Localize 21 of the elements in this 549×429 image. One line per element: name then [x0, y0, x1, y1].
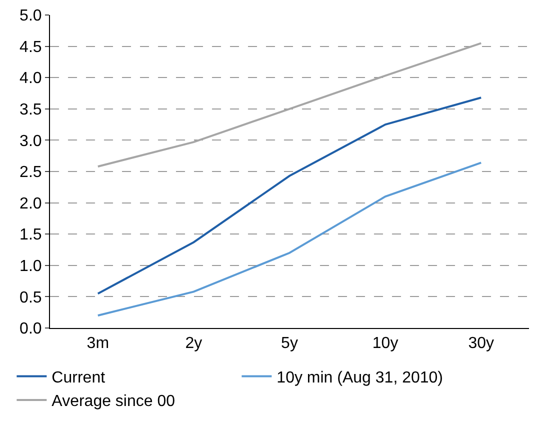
- y-tick-label: 4.0: [20, 70, 42, 88]
- y-tick-label: 5.0: [20, 8, 42, 25]
- y-tick-label: 3.0: [20, 132, 42, 150]
- line-series: [96, 162, 482, 316]
- y-tick-label: 4.5: [20, 38, 42, 56]
- y-tick-label: 1.5: [20, 226, 42, 244]
- line-series: [96, 96, 482, 295]
- y-tick-label: 1.0: [20, 258, 42, 275]
- y-tick-label: 2.0: [20, 195, 42, 212]
- x-tick-label: 2y: [185, 335, 202, 352]
- line-series: [96, 42, 482, 168]
- x-tick-label: 30y: [468, 335, 494, 352]
- legend-label: 10y min (Aug 31, 2010): [276, 369, 444, 386]
- x-tick-label: 10y: [372, 335, 398, 352]
- y-tick-label: 0.0: [20, 320, 42, 338]
- x-tick-label: 3m: [86, 335, 110, 352]
- legend-label: Current: [52, 369, 106, 386]
- y-tick-label: 2.5: [20, 164, 42, 182]
- x-tick-label: 5y: [281, 335, 298, 352]
- y-tick-label: 3.5: [20, 102, 42, 118]
- y-tick-label: 0.5: [20, 289, 42, 306]
